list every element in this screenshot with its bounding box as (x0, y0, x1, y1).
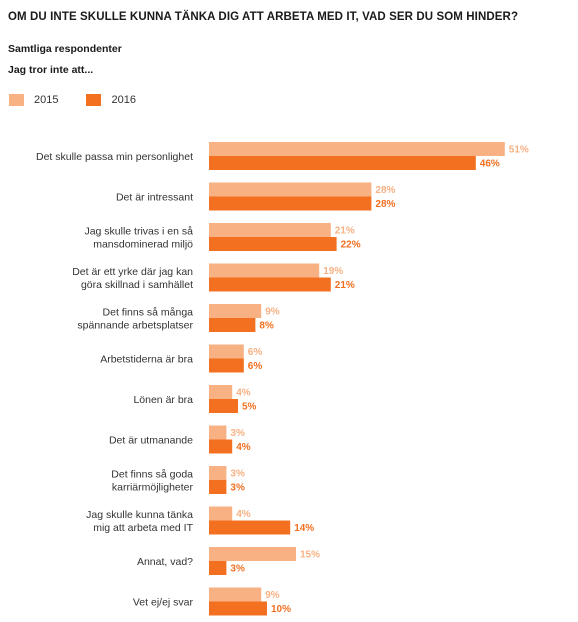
bar-2015 (209, 466, 227, 480)
value-label-2015: 21% (335, 226, 355, 237)
value-label-2015: 3% (230, 428, 245, 439)
category-label: Vet ej/ej svar (133, 597, 194, 609)
value-label-2015: 19% (323, 266, 343, 277)
bar-2015 (209, 385, 233, 399)
category-label: Lönen är bra (133, 394, 193, 406)
value-label-2016: 3% (230, 564, 245, 575)
legend-item-2015: 2015 (9, 94, 58, 106)
bar-2016 (209, 156, 476, 170)
bar-2015 (209, 182, 372, 197)
bar-2016 (209, 196, 372, 211)
category-label: Jag skulle trivas i en så (84, 226, 193, 238)
value-label-2016: 10% (271, 604, 291, 615)
value-label-2016: 22% (341, 240, 361, 251)
value-label-2016: 3% (230, 483, 245, 494)
category-label: Det är utmanande (109, 435, 193, 447)
value-label-2016: 14% (294, 523, 314, 534)
value-label-2016: 5% (242, 402, 257, 413)
legend-swatch-2015 (9, 94, 24, 106)
value-label-2015: 15% (300, 550, 320, 561)
category-label: Det finns så goda (111, 469, 193, 481)
value-label-2016: 28% (375, 199, 395, 210)
value-label-2016: 8% (259, 321, 274, 332)
category-label: karriärmöjligheter (112, 482, 194, 494)
bar-2016 (209, 277, 331, 292)
bar-2015 (209, 344, 244, 359)
bar-2015 (209, 223, 331, 237)
category-label: göra skillnad i samhället (81, 279, 193, 291)
legend-label-2016: 2016 (111, 94, 136, 106)
value-label-2015: 9% (265, 590, 280, 601)
category-label: Det skulle passa min personlighet (36, 151, 193, 163)
value-label-2015: 9% (265, 307, 280, 318)
value-label-2016: 21% (335, 280, 355, 291)
bar-2016 (209, 318, 256, 332)
category-label: Det är intressant (116, 192, 193, 204)
legend-item-2016: 2016 (86, 94, 136, 106)
value-label-2016: 4% (236, 442, 251, 453)
bar-2015 (209, 506, 233, 521)
bar-2015 (209, 304, 262, 318)
value-label-2015: 28% (375, 185, 395, 196)
bar-2016 (209, 399, 238, 413)
category-label: Det finns så många (103, 307, 194, 319)
chart-subtitle: Samtliga respondenter (8, 43, 122, 55)
category-label: Det är ett yrke där jag kan (72, 266, 193, 278)
value-label-2015: 4% (236, 388, 251, 399)
bar-2016 (209, 601, 267, 616)
bar-2016 (209, 439, 233, 454)
category-label: mig att arbeta med IT (93, 522, 193, 534)
bar-2015 (209, 263, 320, 278)
bar-2015 (209, 425, 227, 440)
legend: 2015 2016 (9, 94, 164, 106)
category-label: Annat, vad? (137, 556, 193, 568)
category-label: Jag skulle kunna tänka (86, 509, 193, 521)
category-label: Arbetstiderna är bra (100, 354, 193, 366)
bar-2015 (209, 142, 505, 156)
chart-question: Jag tror inte att... (8, 64, 94, 76)
bar-2016 (209, 237, 337, 251)
bar-2015 (209, 587, 262, 602)
bar-2016 (209, 480, 227, 494)
category-label: mansdominerad miljö (93, 239, 193, 251)
value-label-2016: 46% (480, 159, 500, 170)
legend-label-2015: 2015 (34, 94, 59, 106)
value-label-2015: 3% (230, 469, 245, 480)
bar-2015 (209, 547, 296, 561)
bar-2016 (209, 520, 291, 535)
bar-2016 (209, 561, 227, 575)
value-label-2015: 6% (248, 347, 263, 358)
legend-swatch-2016 (86, 94, 102, 106)
value-label-2015: 51% (509, 145, 529, 156)
chart-title: OM DU INTE SKULLE KUNNA TÄNKA DIG ATT AR… (8, 11, 519, 23)
value-label-2015: 4% (236, 509, 251, 520)
bar-2016 (209, 358, 244, 373)
value-label-2016: 6% (248, 361, 263, 372)
category-label: spännande arbetsplatser (77, 320, 193, 332)
